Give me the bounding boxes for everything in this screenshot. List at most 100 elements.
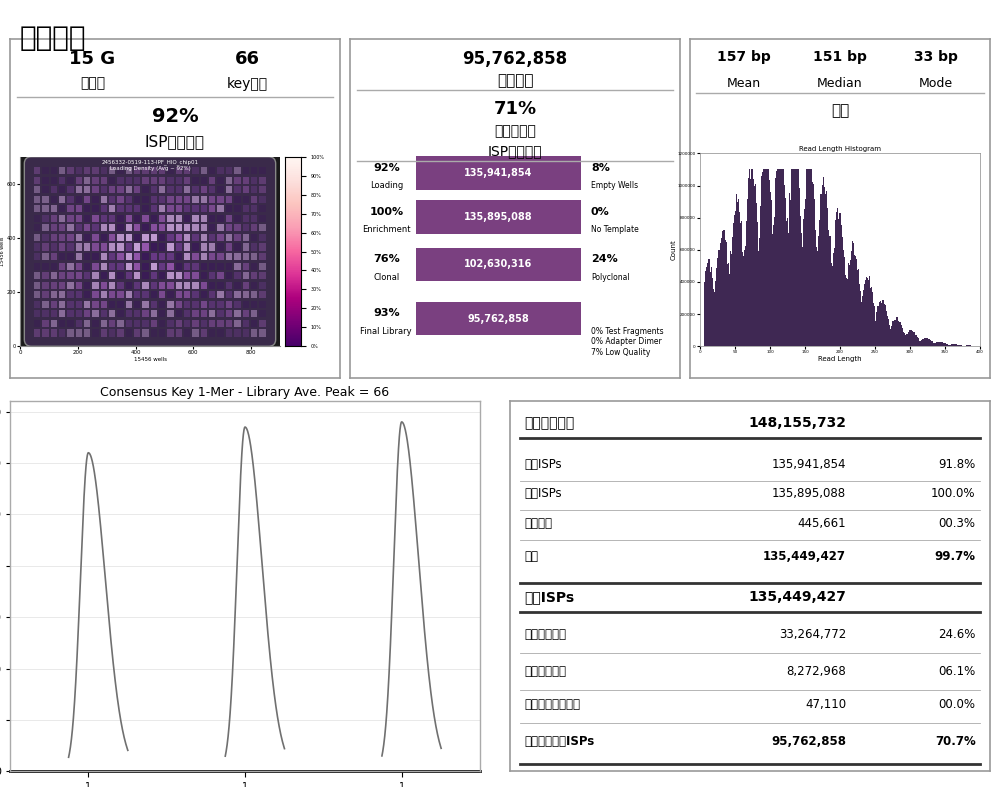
Bar [201,224,207,231]
Bar [142,205,149,212]
Bar [126,205,132,212]
Bar [67,243,74,250]
Bar [209,310,215,317]
Bar [109,301,115,308]
Text: 100.0%: 100.0% [931,487,976,501]
Bar [34,282,40,289]
Bar [126,196,132,203]
Bar [201,320,207,327]
Bar [243,224,249,231]
Bar [134,310,140,317]
Bar [126,310,132,317]
Bar [159,282,165,289]
Bar [117,310,124,317]
Bar [92,263,99,270]
Bar [192,282,199,289]
Bar [167,167,174,174]
Bar [217,320,224,327]
Bar [76,301,82,308]
Text: 活性ISPs: 活性ISPs [524,487,562,501]
Bar [92,167,99,174]
Text: Clonal: Clonal [373,272,399,282]
Bar [42,291,49,298]
Text: 装载ISPs: 装载ISPs [524,458,562,471]
Bar [159,234,165,241]
Bar [142,282,149,289]
Text: 2456332-0519-113-IPF_HIO_chip01: 2456332-0519-113-IPF_HIO_chip01 [102,160,198,165]
Bar [109,272,115,279]
Bar [251,310,257,317]
Bar [109,176,115,183]
Bar [234,234,241,241]
Bar [151,301,157,308]
Bar [117,196,124,203]
Bar [59,234,65,241]
Text: 148,155,732: 148,155,732 [748,416,846,430]
Bar [84,187,90,193]
Bar [34,215,40,222]
Bar [176,187,182,193]
Bar [84,263,90,270]
Bar [126,243,132,250]
Text: 测序小结: 测序小结 [20,24,87,52]
Bar [259,263,266,270]
Bar [92,291,99,298]
Bar [243,301,249,308]
Bar [109,167,115,174]
Bar [92,272,99,279]
Bar [192,234,199,241]
Bar [159,176,165,183]
Bar [159,215,165,222]
Bar [226,196,232,203]
Bar [243,205,249,212]
Bar [201,167,207,174]
Bar [134,215,140,222]
Bar [67,187,74,193]
Bar [243,167,249,174]
Bar [126,272,132,279]
Bar [142,215,149,222]
Bar [134,205,140,212]
Y-axis label: Count: Count [670,239,676,260]
Bar [126,215,132,222]
Bar [101,272,107,279]
Bar [192,330,199,337]
Bar [192,310,199,317]
Text: 8%: 8% [591,163,610,172]
Bar [201,301,207,308]
Bar [184,263,190,270]
Bar [134,320,140,327]
Bar [59,320,65,327]
Bar [184,291,190,298]
Bar [259,215,266,222]
Bar [209,253,215,260]
Bar [42,215,49,222]
Bar [226,224,232,231]
Bar [184,330,190,337]
Text: 91.8%: 91.8% [938,458,976,471]
Bar [243,282,249,289]
Bar [34,310,40,317]
Bar [201,176,207,183]
Bar [167,263,174,270]
Bar [159,253,165,260]
Text: 102,630,316: 102,630,316 [464,260,533,269]
Bar [51,167,57,174]
Bar [51,187,57,193]
Bar [176,243,182,250]
Bar [76,205,82,212]
Text: Median: Median [817,76,863,90]
Text: 0%: 0% [591,207,610,216]
Bar [243,310,249,317]
Bar [184,215,190,222]
Text: 24%: 24% [591,254,618,264]
Bar [42,330,49,337]
Bar [192,243,199,250]
Bar [151,320,157,327]
Text: 8,272,968: 8,272,968 [786,665,846,678]
Bar [234,176,241,183]
Bar [34,291,40,298]
Bar [184,167,190,174]
Bar [117,291,124,298]
Bar [59,282,65,289]
